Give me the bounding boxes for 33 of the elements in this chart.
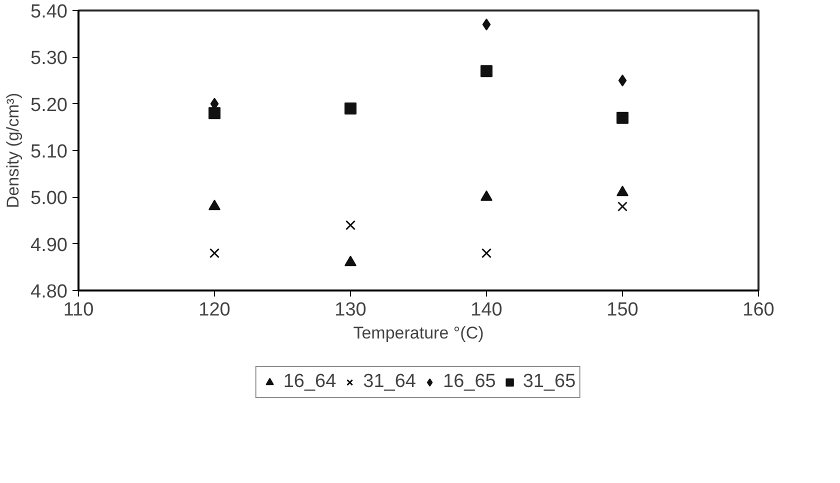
legend-label: 16_65 [443, 371, 496, 393]
point [480, 190, 492, 201]
point [482, 248, 492, 258]
point [616, 112, 628, 124]
y-tick-label: 4.90 [30, 234, 68, 256]
point [210, 248, 220, 258]
y-tick-label: 5.40 [30, 2, 68, 22]
x-axis-title: Temperature °(C) [353, 324, 484, 342]
y-tick-label: 5.30 [30, 48, 68, 70]
x-tick-label: 120 [198, 300, 230, 320]
y-tick-label: 5.10 [30, 142, 68, 162]
x-tick-label: 130 [334, 300, 366, 320]
x-tick-label: 110 [63, 300, 94, 320]
y-tick-label: 4.80 [30, 282, 68, 302]
point [482, 18, 491, 30]
y-axis-title: Density (g/cm³) [4, 92, 23, 208]
point [344, 256, 356, 266]
point [208, 200, 220, 210]
point [208, 107, 220, 120]
legend-label: 16_64 [283, 371, 336, 393]
point [346, 220, 356, 230]
legend-label: 31_64 [363, 371, 416, 393]
point [618, 74, 627, 86]
point [618, 202, 628, 212]
x-tick-label: 140 [470, 300, 502, 320]
legend-label: 31_65 [522, 371, 576, 393]
point [344, 102, 356, 114]
x-tick-label: 150 [606, 300, 638, 320]
x-tick-label: 160 [742, 300, 774, 320]
point [616, 186, 628, 196]
point [480, 65, 492, 78]
y-tick-label: 5.00 [30, 188, 68, 210]
y-tick-label: 5.20 [30, 94, 68, 116]
